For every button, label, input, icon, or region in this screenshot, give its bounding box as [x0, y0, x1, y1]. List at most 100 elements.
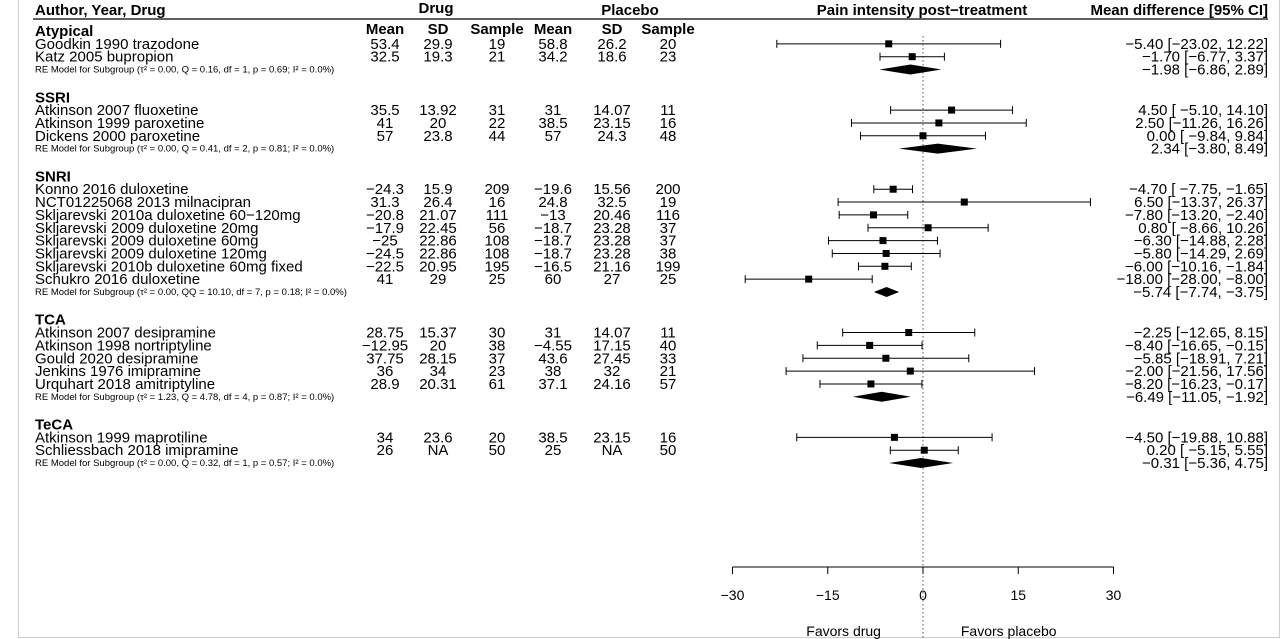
ci-text: 4.50 [ −5.10, 14.10] — [1138, 102, 1268, 119]
placebo-mean-value: 38.5 — [538, 115, 567, 132]
drug-sd-value: 20 — [430, 115, 447, 132]
ci-text: −18.00 [−28.00, −8.00] — [1117, 271, 1268, 288]
drug-mean-value: 34 — [377, 429, 394, 446]
placebo-sd-value: 15.56 — [593, 181, 631, 198]
drug-mean-value: −24.3 — [366, 181, 404, 198]
col-drug-sample: Sample — [470, 21, 523, 38]
study-label: Skljarevski 2010a duloxetine 60−120mg — [35, 207, 301, 224]
drug-sample-value: 50 — [489, 442, 506, 459]
placebo-mean-value: 60 — [545, 271, 562, 288]
drug-sample-value: 25 — [489, 271, 506, 288]
study-label: Skljarevski 2009 duloxetine 120mg — [35, 245, 267, 262]
placebo-sd-value: 27 — [604, 271, 621, 288]
col-drug-mean: Mean — [366, 21, 404, 38]
drug-sd-value: 23.6 — [423, 429, 452, 446]
point-estimate — [889, 185, 897, 193]
placebo-mean-value: −16.5 — [534, 258, 572, 275]
placebo-sample-value: 21 — [660, 363, 677, 380]
placebo-sample-value: 116 — [656, 207, 680, 224]
drug-sample-value: 44 — [489, 128, 506, 145]
point-estimate — [905, 329, 913, 337]
ci-text: −5.85 [−18.91, 7.21] — [1134, 350, 1268, 367]
group-title-teca: TeCA — [35, 417, 73, 434]
placebo-mean-value: 38.5 — [538, 429, 567, 446]
placebo-sd-value: 26.2 — [597, 36, 626, 53]
point-estimate — [948, 106, 956, 114]
study-label: NCT01225068 2013 milnacipran — [35, 194, 251, 211]
drug-sd-value: 22.45 — [419, 220, 457, 237]
ci-text: 0.20 [ −5.15, 5.55] — [1147, 442, 1268, 459]
summary-ci-text: −0.31 [−5.36, 4.75] — [1142, 455, 1268, 472]
x-tick-label: −30 — [721, 587, 745, 603]
group-title-tca: TCA — [35, 312, 66, 329]
drug-mean-value: 41 — [377, 271, 394, 288]
drug-sample-value: 111 — [486, 207, 509, 224]
drug-mean-value: −22.5 — [366, 258, 404, 275]
x-tick-label: −15 — [816, 587, 840, 603]
drug-sd-value: NA — [428, 442, 449, 459]
drug-mean-value: −20.8 — [366, 207, 404, 224]
re-model-label: RE Model for Subgroup (τ² = 0.00, QQ = 1… — [35, 287, 347, 298]
drug-sd-value: 23.8 — [423, 128, 452, 145]
drug-sample-value: 31 — [489, 102, 506, 119]
drug-sd-value: 20.31 — [419, 376, 457, 393]
placebo-sd-value: 20.46 — [593, 207, 631, 224]
placebo-sample-value: 33 — [660, 350, 677, 367]
placebo-sd-value: 24.3 — [597, 128, 626, 145]
point-estimate — [920, 446, 928, 454]
placebo-sample-value: 11 — [660, 102, 676, 119]
drug-sample-value: 37 — [489, 350, 506, 367]
placebo-mean-value: −18.7 — [534, 220, 572, 237]
ci-text: −7.80 [−13.20, −2.40] — [1125, 207, 1268, 224]
drug-sample-value: 23 — [489, 363, 506, 380]
study-label: Schliessbach 2018 imipramine — [35, 442, 238, 459]
placebo-mean-value: −19.6 — [534, 181, 572, 198]
drug-sample-value: 108 — [484, 233, 509, 250]
group-title-snri: SNRI — [35, 168, 71, 185]
point-estimate — [906, 367, 914, 375]
ci-text: −6.30 [−14.88, 2.28] — [1134, 233, 1268, 250]
placebo-sd-value: 32.5 — [597, 194, 626, 211]
x-tick-label: 30 — [1106, 587, 1122, 603]
point-estimate — [924, 224, 932, 232]
placebo-sd-value: 23.15 — [593, 115, 631, 132]
study-label: Skljarevski 2009 duloxetine 20mg — [35, 220, 258, 237]
placebo-mean-value: −4.55 — [534, 337, 572, 354]
drug-sample-value: 30 — [489, 325, 506, 342]
study-label: Katz 2005 bupropion — [35, 49, 173, 66]
col-drug-sd: SD — [428, 21, 449, 38]
header-drug: Drug — [419, 0, 454, 17]
col-placebo-mean: Mean — [534, 21, 572, 38]
study-label: Skljarevski 2009 duloxetine 60mg — [35, 233, 258, 250]
drug-sd-value: 20.95 — [419, 258, 457, 275]
drug-sd-value: 29 — [430, 271, 447, 288]
summary-diamond — [898, 143, 977, 154]
study-label: Gould 2020 desipramine — [35, 350, 198, 367]
point-estimate — [869, 211, 877, 219]
point-estimate — [805, 275, 813, 283]
placebo-sample-value: 40 — [660, 337, 677, 354]
col-placebo-sd: SD — [602, 21, 623, 38]
placebo-sd-value: 23.28 — [593, 220, 631, 237]
point-estimate — [919, 132, 927, 140]
drug-mean-value: −12.95 — [362, 337, 408, 354]
ci-text: −6.00 [−10.16, −1.84] — [1125, 258, 1268, 275]
summary-ci-text: −1.98 [−6.86, 2.89] — [1142, 62, 1268, 79]
study-label: Atkinson 1999 maprotiline — [35, 429, 208, 446]
placebo-sd-value: 21.16 — [593, 258, 631, 275]
group-title-ssri: SSRI — [35, 89, 70, 106]
re-model-label: RE Model for Subgroup (τ² = 1.23, Q = 4.… — [35, 392, 334, 403]
placebo-mean-value: 57 — [545, 128, 562, 145]
placebo-sample-value: 37 — [660, 220, 677, 237]
drug-sample-value: 195 — [484, 258, 509, 275]
placebo-mean-value: 24.8 — [538, 194, 567, 211]
drug-sample-value: 38 — [489, 337, 506, 354]
ci-text: −8.40 [−16.65, −0.15] — [1125, 337, 1268, 354]
drug-sd-value: 34 — [430, 363, 447, 380]
placebo-sample-value: 16 — [660, 115, 677, 132]
summary-diamond — [873, 287, 900, 297]
drug-mean-value: 32.5 — [370, 49, 399, 66]
point-estimate — [881, 262, 889, 270]
point-estimate — [882, 354, 890, 362]
placebo-sd-value: 23.28 — [593, 233, 631, 250]
